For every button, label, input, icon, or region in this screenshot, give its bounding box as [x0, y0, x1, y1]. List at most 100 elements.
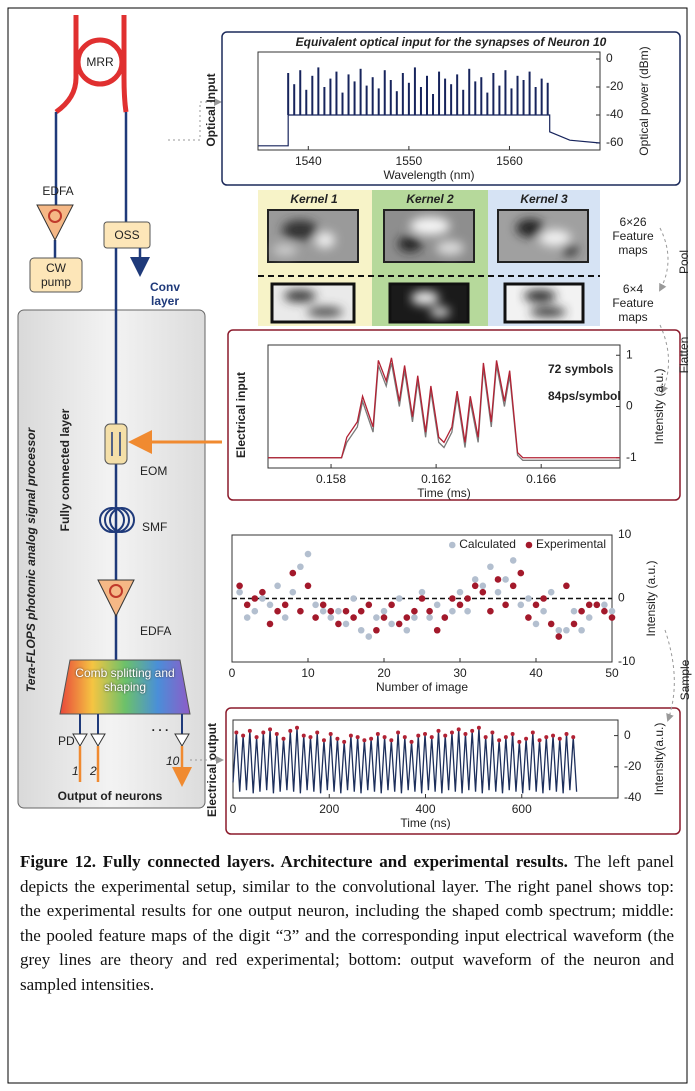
- sample-marker: [504, 735, 508, 739]
- scatter-point: [343, 621, 350, 628]
- kernel-label: Kernel 2: [406, 192, 454, 206]
- scatter-point: [601, 602, 608, 609]
- scatter-point: [502, 602, 509, 609]
- chart-title: Equivalent optical input for the synapse…: [296, 35, 607, 49]
- scatter-point: [236, 589, 243, 596]
- scatter-point: [366, 633, 373, 640]
- sample-marker: [463, 732, 467, 736]
- sample-marker: [342, 740, 346, 744]
- plot-frame: [258, 52, 600, 150]
- conv-map: [268, 210, 358, 262]
- scatter-point: [350, 595, 357, 602]
- scatter-point: [449, 608, 456, 615]
- scatter-point: [282, 614, 289, 621]
- scatter-point: [495, 589, 502, 596]
- scatter-point: [252, 608, 259, 615]
- conv-maps-label: 6×26 Feature maps: [603, 215, 663, 257]
- scatter-point: [274, 608, 281, 615]
- scatter-point: [411, 608, 418, 615]
- eom: [105, 424, 127, 464]
- sample-marker: [558, 737, 562, 741]
- scatter-point: [335, 621, 342, 628]
- caption: Figure 12. Fully connected layers. Archi…: [20, 850, 674, 997]
- sample-marker: [322, 738, 326, 742]
- sample-marker: [275, 732, 279, 736]
- scatter-point: [320, 608, 327, 615]
- x-tick-label: 50: [605, 666, 619, 680]
- x-tick-label: 20: [377, 666, 391, 680]
- edfa-label: EDFA: [42, 184, 73, 198]
- x-tick-label: 0.166: [526, 472, 556, 486]
- smf-label: SMF: [142, 520, 167, 534]
- sample-marker: [396, 730, 400, 734]
- sample-marker: [335, 737, 339, 741]
- scatter-point: [396, 595, 403, 602]
- edfa-label: EDFA: [140, 624, 171, 638]
- sample-marker: [571, 735, 575, 739]
- scatter-point: [274, 583, 281, 590]
- scatter-point: [312, 602, 319, 609]
- scatter-point: [449, 595, 456, 602]
- scatter-point: [259, 595, 266, 602]
- waveguide: [56, 15, 76, 112]
- scatter-point: [457, 589, 464, 596]
- scatter-point: [252, 595, 259, 602]
- sample-marker: [349, 734, 353, 738]
- x-tick-label: 30: [453, 666, 467, 680]
- sample-marker: [551, 734, 555, 738]
- sample-marker: [308, 735, 312, 739]
- y-tick-label: 0: [624, 728, 631, 742]
- scatter-point: [373, 614, 380, 621]
- oss-label: OSS: [114, 228, 139, 242]
- scatter-point: [480, 583, 487, 590]
- scatter-point: [472, 576, 479, 583]
- scatter-point: [404, 614, 411, 621]
- x-tick-label: 0.158: [316, 472, 346, 486]
- annotation: 72 symbols: [548, 362, 614, 376]
- scatter-point: [556, 627, 563, 634]
- scatter-point: [571, 621, 578, 628]
- scatter-point: [358, 608, 365, 615]
- scatter-point: [571, 608, 578, 615]
- scatter-point: [282, 602, 289, 609]
- sample-marker: [295, 726, 299, 730]
- data-line: [258, 115, 600, 146]
- scatter-point: [335, 608, 342, 615]
- scatter-point: [609, 614, 616, 621]
- scatter-point: [586, 614, 593, 621]
- scatter-point: [510, 583, 517, 590]
- scatter-point: [434, 602, 441, 609]
- scatter-point: [426, 614, 433, 621]
- y-axis-label: Intensity(a.u.): [652, 723, 666, 796]
- scatter-point: [518, 602, 525, 609]
- scatter-point: [457, 602, 464, 609]
- y-tick-label: 0: [618, 591, 625, 605]
- sample-marker: [329, 732, 333, 736]
- scatter-point: [464, 608, 471, 615]
- y-tick-label: -20: [606, 79, 624, 93]
- scatter-point: [297, 608, 304, 615]
- scatter-point: [358, 627, 365, 634]
- legend-label: Experimental: [536, 537, 606, 551]
- y-tick-label: 0: [606, 51, 613, 65]
- comb-label: Comb splitting and shaping: [72, 666, 178, 694]
- pooled-map: [272, 284, 354, 322]
- scatter-point: [426, 608, 433, 615]
- sample-marker: [369, 737, 373, 741]
- y-tick-label: -1: [626, 450, 637, 464]
- panel-label: Optical Input: [204, 73, 218, 146]
- sample-marker: [538, 738, 542, 742]
- cw-pump-label: CW pump: [30, 261, 82, 289]
- x-axis-label: Time (ns): [400, 816, 450, 830]
- scatter-point: [548, 621, 555, 628]
- scatter-point: [442, 614, 449, 621]
- scatter-point: [267, 602, 274, 609]
- kernel-label: Kernel 3: [520, 192, 568, 206]
- charts: 1540155015600-20-40-60Wavelength (nm)Opt…: [204, 35, 666, 830]
- y-tick-label: -20: [624, 759, 642, 773]
- pooled-maps-label: 6×4 Feature maps: [603, 282, 663, 324]
- sample-marker: [423, 732, 427, 736]
- legend-label: Calculated: [459, 537, 516, 551]
- x-tick-label: 200: [319, 802, 339, 816]
- x-tick-label: 1540: [295, 154, 322, 168]
